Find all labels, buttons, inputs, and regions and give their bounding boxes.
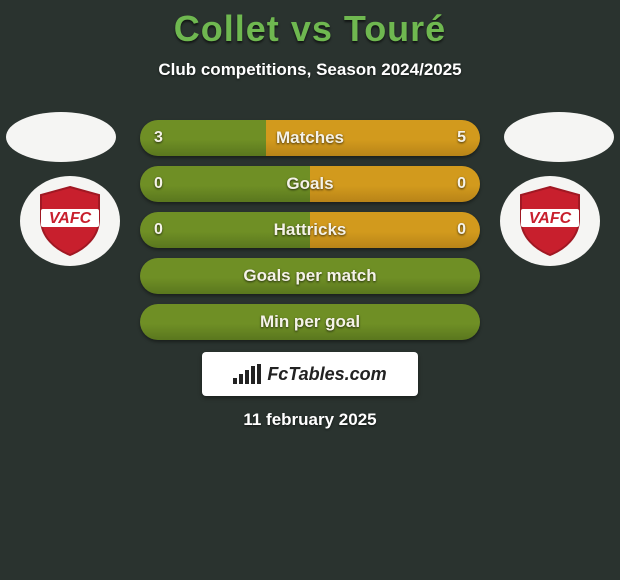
player-left-avatar [6, 112, 116, 162]
site-logo-text: FcTables.com [267, 364, 386, 385]
vafc-shield-icon: VAFC [517, 185, 583, 257]
site-logo: FcTables.com [202, 352, 418, 396]
page-title: Collet vs Touré [0, 0, 620, 50]
date-text: 11 february 2025 [0, 410, 620, 430]
svg-text:VAFC: VAFC [49, 210, 92, 227]
player-right-name: Touré [344, 8, 446, 49]
stat-row: Min per goal [140, 304, 480, 340]
stat-row: Goals per match [140, 258, 480, 294]
subtitle: Club competitions, Season 2024/2025 [0, 60, 620, 80]
vs-word: vs [291, 8, 333, 49]
svg-text:VAFC: VAFC [529, 210, 572, 227]
stat-label: Hattricks [140, 212, 480, 248]
stat-label: Matches [140, 120, 480, 156]
stat-label: Goals per match [140, 258, 480, 294]
player-right-avatar [504, 112, 614, 162]
comparison-bars: 35Matches 00Goals 00Hattricks Goals per mat… [140, 120, 480, 350]
stat-label: Min per goal [140, 304, 480, 340]
stat-label: Goals [140, 166, 480, 202]
stat-row: 35Matches [140, 120, 480, 156]
vafc-shield-icon: VAFC [37, 185, 103, 257]
club-logo-right: VAFC [500, 176, 600, 266]
club-logo-left: VAFC [20, 176, 120, 266]
player-left-name: Collet [174, 8, 280, 49]
stat-row: 00Hattricks [140, 212, 480, 248]
bar-chart-icon [233, 364, 261, 384]
stat-row: 00Goals [140, 166, 480, 202]
